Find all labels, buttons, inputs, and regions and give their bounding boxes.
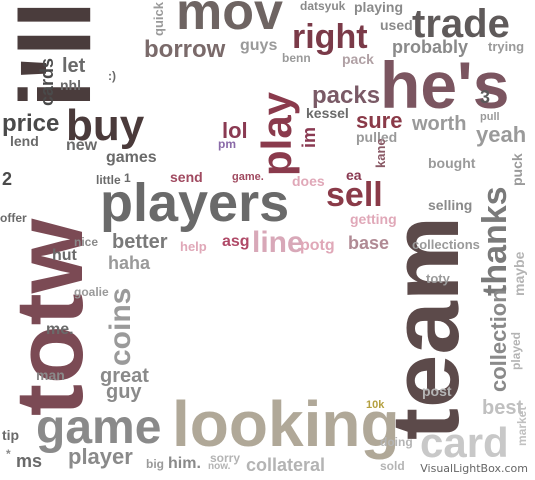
word-played: played: [509, 331, 523, 370]
word-game-dot: game.: [232, 171, 264, 183]
word-quick: quick: [151, 2, 166, 36]
word-borrow: borrow: [144, 36, 226, 63]
word-pack: pack: [342, 51, 374, 67]
word-trade: trade: [412, 2, 510, 46]
word-collections: collections: [412, 237, 480, 252]
word-let: let: [62, 55, 86, 77]
word-nice: nice: [74, 235, 99, 249]
word-card: card: [420, 419, 509, 466]
word-kessel: kessel: [306, 105, 349, 121]
word-looking: looking: [172, 388, 400, 460]
word-best: best: [482, 397, 524, 419]
word-line: line: [252, 226, 304, 259]
word-right: right: [292, 18, 368, 56]
word-lol: lol: [222, 118, 248, 143]
word-pulled: pulled: [356, 129, 398, 145]
word-tip: tip: [2, 427, 20, 443]
word-used: used: [380, 17, 413, 33]
word-help: help: [180, 239, 207, 254]
word-guys: guys: [240, 37, 278, 54]
word-toty: toty: [426, 271, 450, 286]
word-new: new: [66, 137, 98, 154]
word-price: price: [2, 110, 60, 137]
word-trying: trying: [488, 39, 525, 54]
word-one: 1: [124, 171, 131, 185]
word-goalie: goalie: [74, 285, 109, 299]
word-two: 2: [2, 169, 13, 189]
word-hes: he's: [380, 48, 510, 122]
word-man: man: [36, 367, 65, 383]
word-better: better: [112, 231, 168, 253]
word-games: games: [106, 149, 157, 166]
word-sell: sell: [326, 176, 383, 214]
word-asg: asg: [222, 233, 250, 250]
word-ea: ea: [346, 167, 362, 183]
word-puck: puck: [509, 153, 525, 186]
word-sure: sure: [356, 108, 403, 133]
word-kane: kane: [373, 138, 388, 168]
word-play: play: [253, 91, 300, 176]
word-yeah: yeah: [476, 122, 527, 147]
word-probably: probably: [392, 37, 469, 57]
word-pull: pull: [480, 111, 500, 123]
word-players: players: [100, 173, 290, 233]
word-offer: offer: [0, 211, 27, 225]
word-potg: potg: [300, 237, 335, 254]
word-game: game: [36, 401, 162, 454]
word-me: me.: [46, 321, 74, 338]
word-worth: worth: [412, 113, 467, 135]
word-maybe: maybe: [511, 251, 527, 296]
word-sorry: sorry: [210, 451, 241, 465]
word-collateral: collateral: [246, 455, 326, 475]
word-star: *: [6, 447, 11, 461]
word-cards: cards: [37, 57, 57, 106]
word-im: im: [299, 126, 319, 148]
word-send: send: [170, 169, 203, 185]
word-post: post: [422, 383, 452, 399]
watermark: VisualLightBox.com: [417, 461, 531, 476]
word-ten-k: 10k: [366, 399, 385, 411]
word-three: 3: [480, 87, 491, 107]
word-ms: ms: [16, 451, 43, 471]
word-sold: sold: [380, 459, 405, 473]
word-base: base: [348, 233, 390, 253]
word-nhl: nhl: [60, 77, 81, 93]
word-little: little: [96, 173, 121, 187]
word-big: big: [146, 457, 164, 471]
word-great: great: [100, 365, 149, 387]
word-haha: haha: [108, 253, 151, 273]
word-hut: hut: [52, 247, 77, 264]
word-buy: buy: [66, 101, 145, 150]
word-market: market: [515, 406, 529, 446]
word-getting: getting: [350, 211, 397, 227]
word-guy: guy: [106, 381, 142, 403]
word-now: now.: [208, 461, 231, 472]
word-player: player: [68, 444, 133, 469]
word-thanks: thanks: [476, 186, 514, 296]
word-doing: doing: [380, 435, 413, 449]
word-collection: collection: [486, 289, 511, 392]
word-playing: playing: [354, 0, 404, 15]
word-pm: pm: [218, 137, 236, 151]
word-datsyuk: datsyuk: [300, 0, 346, 13]
word-benn: benn: [282, 51, 311, 65]
word-smile: :): [108, 69, 116, 83]
word-him: him.: [168, 455, 201, 472]
word-mov: mov: [176, 0, 283, 41]
word-coins: coins: [104, 287, 137, 366]
word-bought: bought: [428, 155, 476, 171]
word-lend: lend: [10, 133, 39, 149]
word-packs: packs: [312, 82, 381, 109]
word-selling: selling: [428, 197, 473, 213]
word-does: does: [292, 173, 325, 189]
